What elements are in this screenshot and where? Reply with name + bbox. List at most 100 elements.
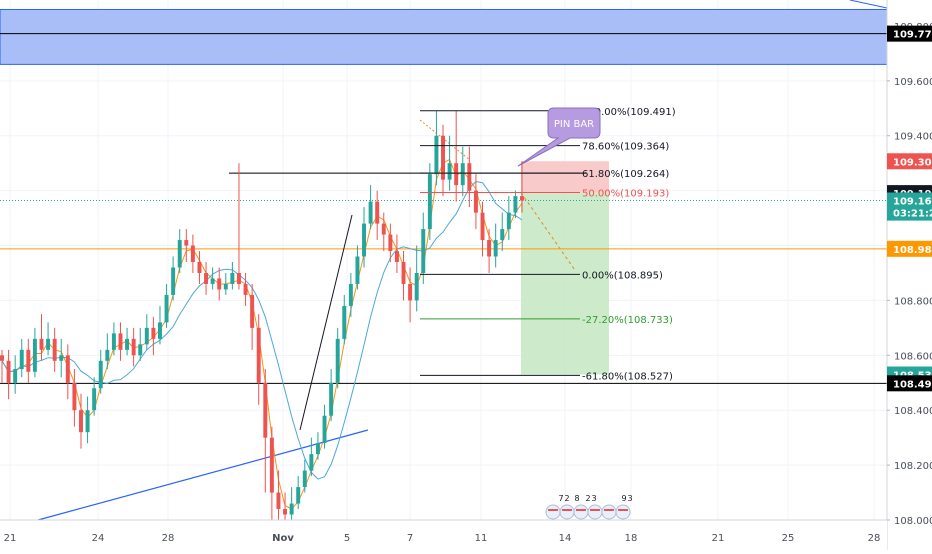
candle-up xyxy=(348,283,353,306)
candle-up xyxy=(59,355,64,361)
price-tag xyxy=(887,204,932,221)
take-profit-zone xyxy=(521,192,609,375)
y-tick-label: 108.800 xyxy=(894,296,932,307)
event-flag-icon xyxy=(545,504,561,520)
event-marker-label: 3 xyxy=(591,494,596,503)
event-marker-label: 2 xyxy=(585,494,590,503)
price-tag-label: 109.307 xyxy=(893,157,932,168)
y-tick-label: 108.200 xyxy=(894,461,932,472)
candle-down xyxy=(217,278,222,290)
candle-down xyxy=(283,509,288,515)
candle-up xyxy=(302,470,307,488)
price-tag-label: 108.988 xyxy=(893,245,932,256)
candle-up xyxy=(105,349,110,361)
event-flag-stripe xyxy=(548,509,558,511)
candle-up xyxy=(125,338,130,350)
x-tick-label: 18 xyxy=(625,533,638,544)
candle-down xyxy=(256,327,261,383)
candle-down xyxy=(118,333,123,350)
y-tick-label: 109.600 xyxy=(894,77,932,88)
candle-up xyxy=(506,212,511,230)
fib-level-label: 50.00%(109.193) xyxy=(582,189,669,200)
event-marker-label: 8 xyxy=(574,494,579,503)
candle-down xyxy=(263,382,268,438)
candle-down xyxy=(269,437,274,493)
candle-down xyxy=(204,272,209,284)
candle-down xyxy=(0,355,4,361)
candle-up xyxy=(138,344,143,356)
rising-trendline xyxy=(37,429,369,521)
slow-moving-average xyxy=(1,180,523,480)
y-tick-label: 108.400 xyxy=(894,406,932,417)
candle-down xyxy=(236,272,241,284)
candle-down xyxy=(276,492,281,510)
candle-up xyxy=(460,163,465,186)
event-flag-icon xyxy=(615,504,631,520)
moving-averages xyxy=(1,158,523,510)
candle-up xyxy=(289,503,294,515)
candle-down xyxy=(520,196,524,201)
candle-down xyxy=(184,240,189,246)
event-flag-stripe xyxy=(576,509,586,511)
price-tag xyxy=(887,25,932,42)
x-tick-label: 24 xyxy=(92,533,105,544)
candle-down xyxy=(408,283,413,301)
candle-down xyxy=(467,163,472,191)
candle-up xyxy=(98,360,103,389)
price-tag-label: 109.772 xyxy=(893,30,932,41)
candle-down xyxy=(243,283,248,295)
candle-up xyxy=(447,163,452,180)
candle-up xyxy=(368,201,373,224)
event-flag-icon xyxy=(601,504,617,520)
fast-moving-average xyxy=(1,158,523,510)
candle-down xyxy=(39,338,44,350)
candles xyxy=(0,111,524,520)
x-axis-background xyxy=(0,520,887,550)
x-tick-label: 7 xyxy=(407,533,413,544)
fib-diagonal xyxy=(419,119,471,161)
price-tag-label: 109.164 xyxy=(893,197,932,208)
fib-level-label: 61.80%(109.264) xyxy=(582,169,669,180)
candle-up xyxy=(210,278,215,284)
candle-up xyxy=(46,338,51,350)
candle-up xyxy=(177,240,182,268)
pin-bar-bubble xyxy=(517,107,601,167)
x-axis: 21 24 28 Nov 5 7 11 14 18 21 25 28 xyxy=(0,519,887,550)
candle-down xyxy=(381,223,386,235)
gridlines xyxy=(0,0,887,521)
fib-level-label: 78.60%(109.364) xyxy=(582,142,669,153)
x-tick-label: 11 xyxy=(475,533,488,544)
price-tag xyxy=(887,153,932,170)
resistance-zone xyxy=(0,8,888,65)
fib-level-label: -61.80%(108.527) xyxy=(582,371,673,382)
event-marker-label: 2 xyxy=(564,494,569,503)
x-tick-label: 21 xyxy=(4,533,17,544)
fib-level-label: 0.00%(108.895) xyxy=(582,270,663,281)
candle-up xyxy=(355,256,360,284)
candle-up xyxy=(414,272,419,301)
y-axis-background xyxy=(887,0,932,550)
event-marker-label: 9 xyxy=(621,494,626,503)
candle-up xyxy=(85,410,90,433)
candle-down xyxy=(480,212,485,241)
candle-up xyxy=(144,327,149,345)
x-tick-label: Nov xyxy=(272,533,294,544)
candle-down xyxy=(52,338,57,361)
candle-up xyxy=(111,333,116,350)
y-tick-label: 109.400 xyxy=(894,132,932,143)
candle-down xyxy=(79,410,83,433)
candle-up xyxy=(230,272,235,284)
candle-up xyxy=(322,415,327,444)
candle-down xyxy=(375,201,380,224)
projection-line xyxy=(520,192,576,271)
price-tag xyxy=(887,240,932,257)
candle-down xyxy=(250,294,255,328)
candle-up xyxy=(19,349,24,370)
x-tick-label: 28 xyxy=(162,533,175,544)
price-tag-label: 108.498 xyxy=(893,379,932,390)
candle-up xyxy=(493,240,498,257)
candle-up xyxy=(421,229,426,273)
candle-down xyxy=(72,382,77,411)
